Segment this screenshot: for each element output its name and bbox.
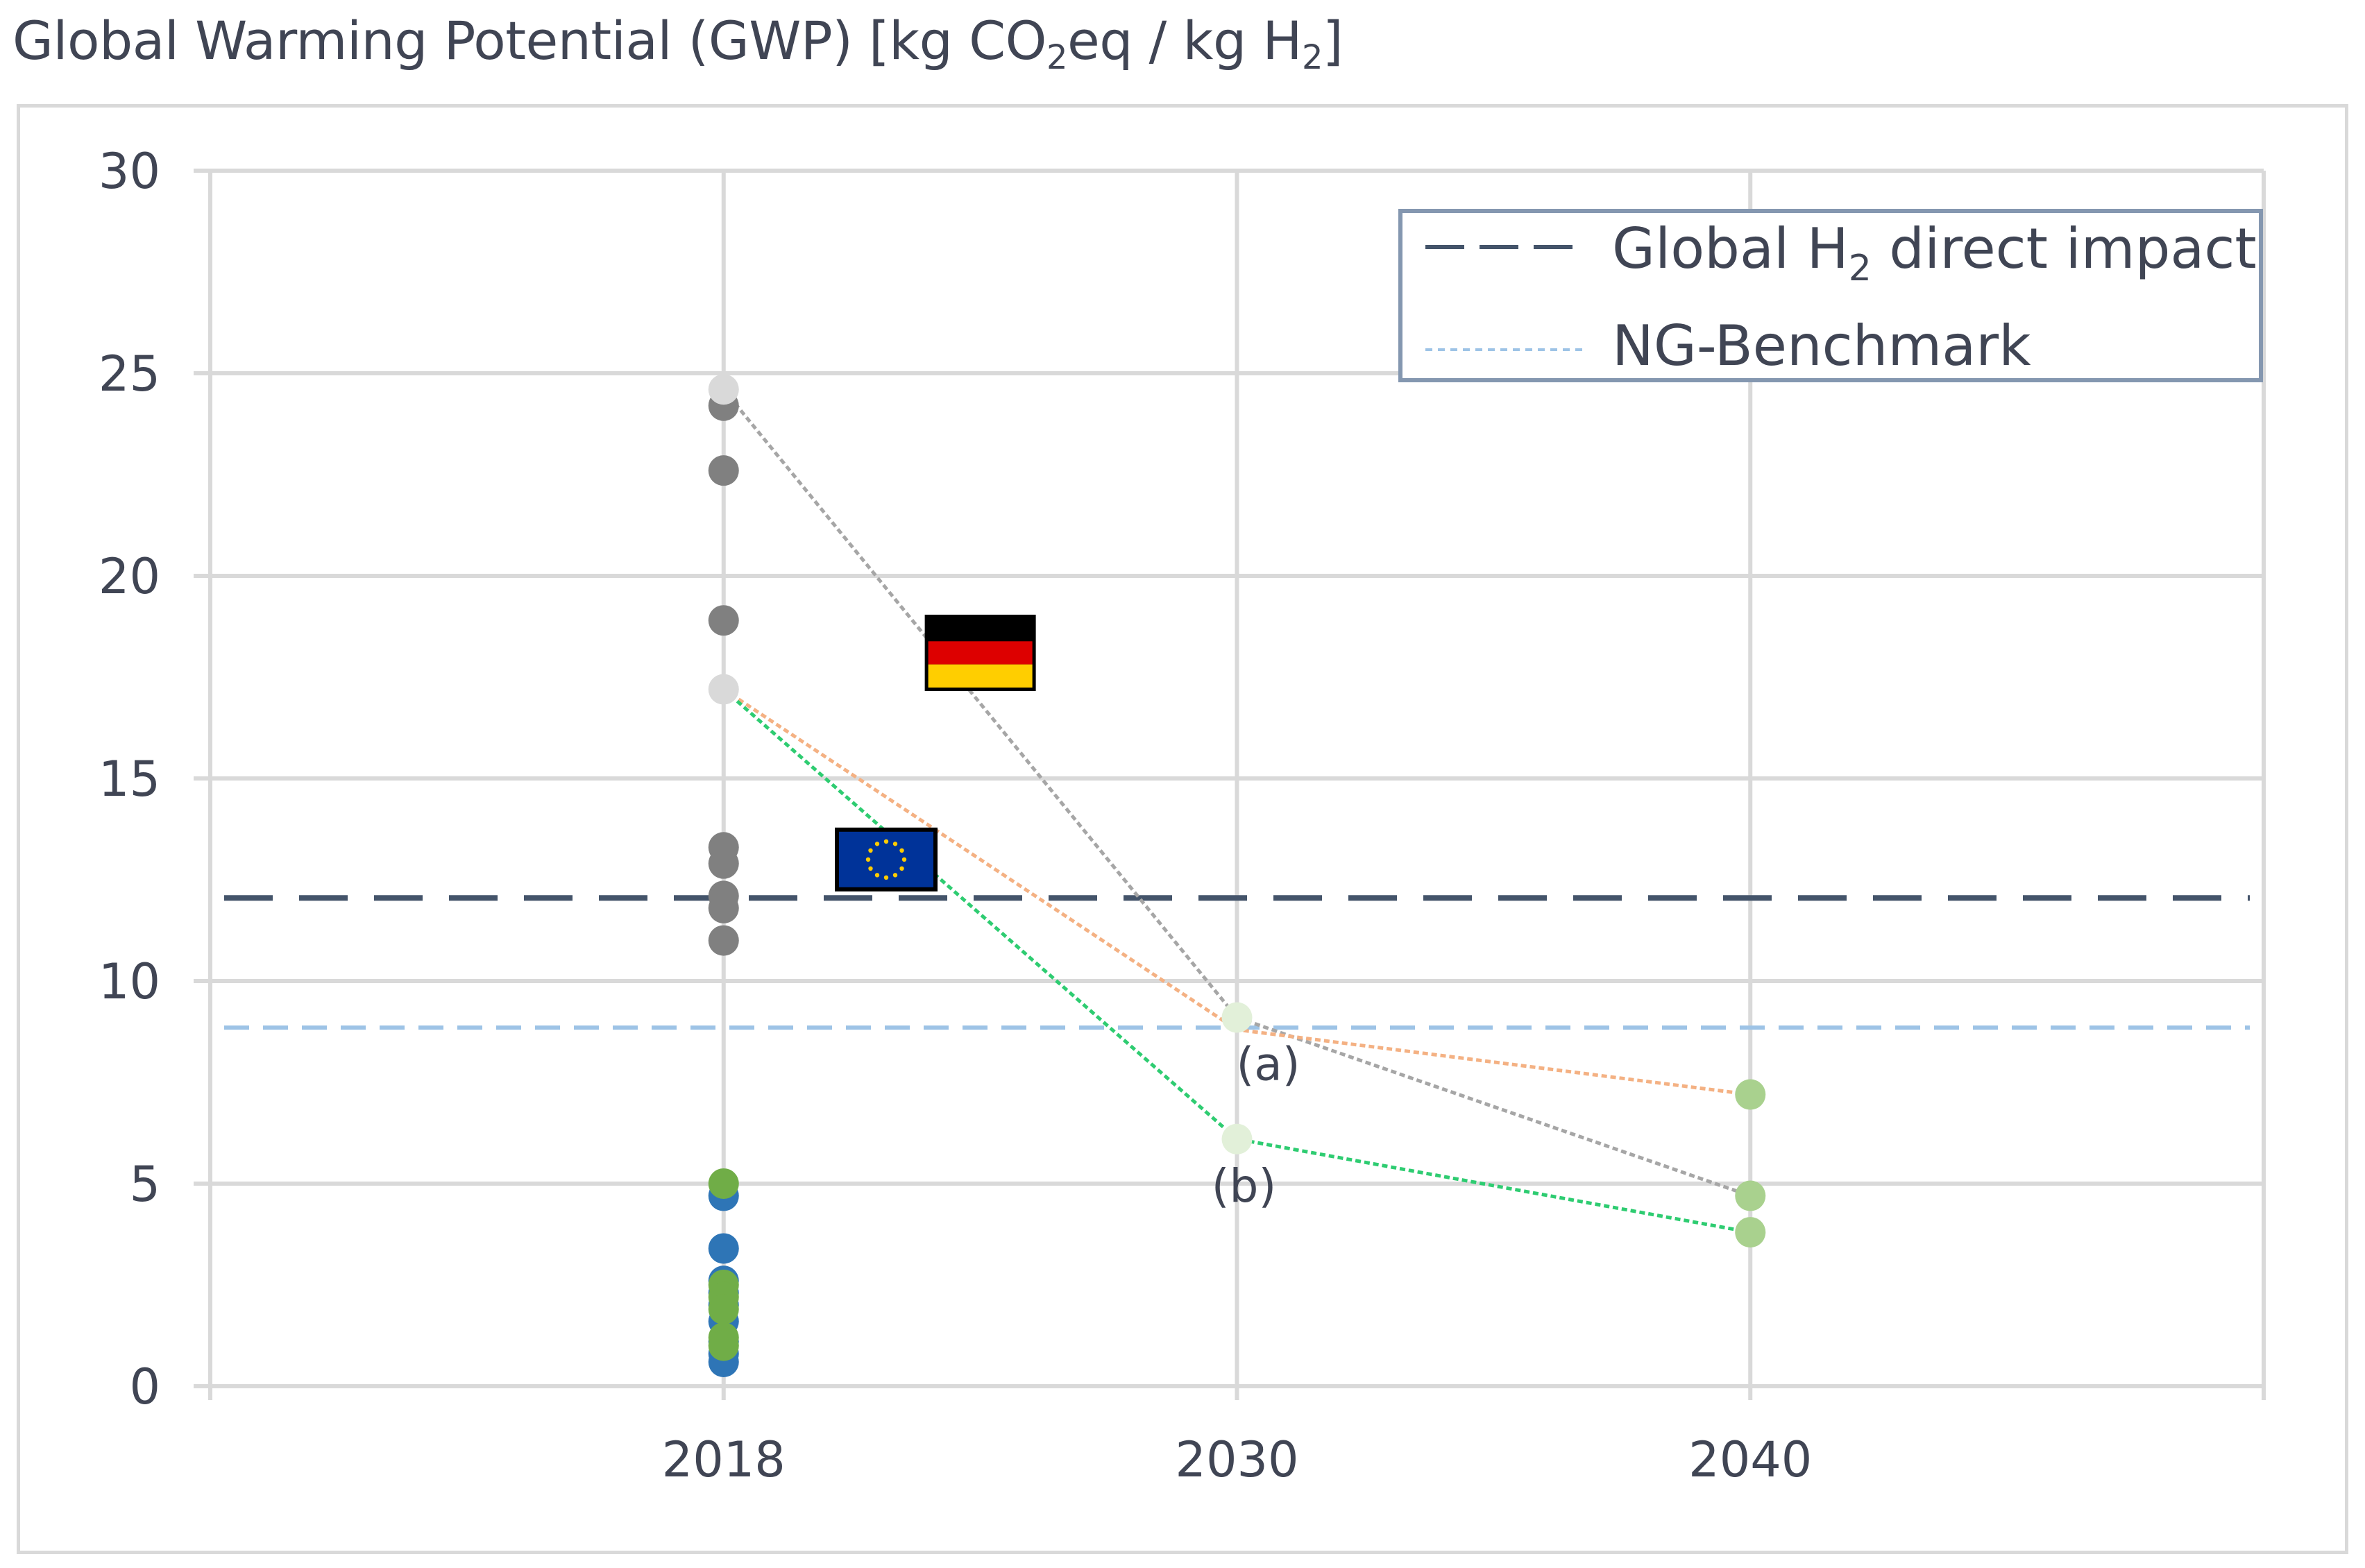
- title-prefix: Global Warming Potential (GWP) [kg CO: [12, 10, 1046, 71]
- eu-flag-star-3: [883, 875, 889, 880]
- eu-flag-icon: [835, 827, 938, 892]
- eu-flag-star-1: [899, 866, 904, 871]
- point-green-2040-2: [1735, 1217, 1766, 1248]
- germany-flag-red: [928, 641, 1033, 665]
- chart-title: Global Warming Potential (GWP) [kg CO2eq…: [12, 10, 1343, 77]
- point-grey-2018-2: [708, 605, 739, 636]
- eu-flag-star-0: [901, 857, 907, 862]
- eu-flag-star-4: [874, 873, 880, 878]
- legend-label-direct-impact: Global H2 direct impact: [1612, 216, 2257, 289]
- point-pale-2030-0: [1221, 1002, 1253, 1033]
- legend-label-ng-benchmark: NG-Benchmark: [1612, 314, 2031, 378]
- point-green-2018-3: [708, 1294, 739, 1325]
- ytick-label-5: 5: [129, 1156, 160, 1213]
- germany-flag-gold: [928, 664, 1033, 688]
- legend-box: [1398, 209, 2263, 382]
- point-light-2018-1: [708, 674, 739, 705]
- title-sub-co2: 2: [1046, 38, 1068, 77]
- eu-flag-star-5: [868, 866, 873, 871]
- xtick-label-2030: 2030: [1175, 1431, 1298, 1488]
- grey-path: [722, 388, 1752, 1198]
- point-grey-2018-7: [708, 925, 739, 956]
- data-points: [708, 374, 1766, 1377]
- xtick-label-2040: 2040: [1688, 1431, 1812, 1488]
- title-sub-h2: 2: [1302, 38, 1323, 77]
- point-grey-2018-1: [708, 455, 739, 486]
- ytick-label-25: 25: [99, 346, 160, 402]
- point-pale-2030-1: [1221, 1123, 1253, 1154]
- eu-flag-star-10: [892, 842, 898, 846]
- ytick-label-10: 10: [99, 953, 160, 1010]
- annotation-b: (b): [1212, 1159, 1276, 1213]
- chart-frame: [17, 104, 2348, 1554]
- point-green-2040-1: [1735, 1180, 1766, 1211]
- point-grey-2018-6: [708, 892, 739, 923]
- ytick-label-0: 0: [129, 1358, 160, 1415]
- title-mid: eq / kg H: [1067, 10, 1302, 71]
- eu-flag-star-2: [892, 873, 898, 878]
- xtick-label-2018: 2018: [662, 1431, 786, 1488]
- point-green-2018-0: [708, 1168, 739, 1199]
- germany-flag-black: [928, 617, 1033, 642]
- eu-flag-star-6: [865, 857, 871, 862]
- eu-flag-star-9: [883, 839, 889, 844]
- point-light-2018-0: [708, 374, 739, 405]
- eu-flag-star-7: [868, 848, 873, 853]
- ytick-label-20: 20: [99, 548, 160, 605]
- annotation-a: (a): [1237, 1038, 1300, 1091]
- annotations: (a) (b): [1212, 1038, 1300, 1213]
- point-green-2018-5: [708, 1330, 739, 1361]
- ytick-label-15: 15: [99, 751, 160, 808]
- eu-flag-star-11: [899, 848, 904, 853]
- eu-flag-star-8: [874, 842, 880, 846]
- legend: Global H2 direct impact NG-Benchmark: [1398, 209, 2263, 382]
- point-blue-2018-1: [708, 1233, 739, 1264]
- ytick-label-30: 30: [99, 143, 160, 200]
- flag-markers: [835, 614, 1036, 892]
- point-grey-2018-4: [708, 848, 739, 879]
- tick-labels: 0 5 10 15 20 25 30 2018 2030 2040: [99, 143, 1812, 1488]
- germany-flag-icon: [924, 614, 1036, 691]
- title-suffix: ]: [1323, 10, 1343, 71]
- point-green-2040-0: [1735, 1079, 1766, 1110]
